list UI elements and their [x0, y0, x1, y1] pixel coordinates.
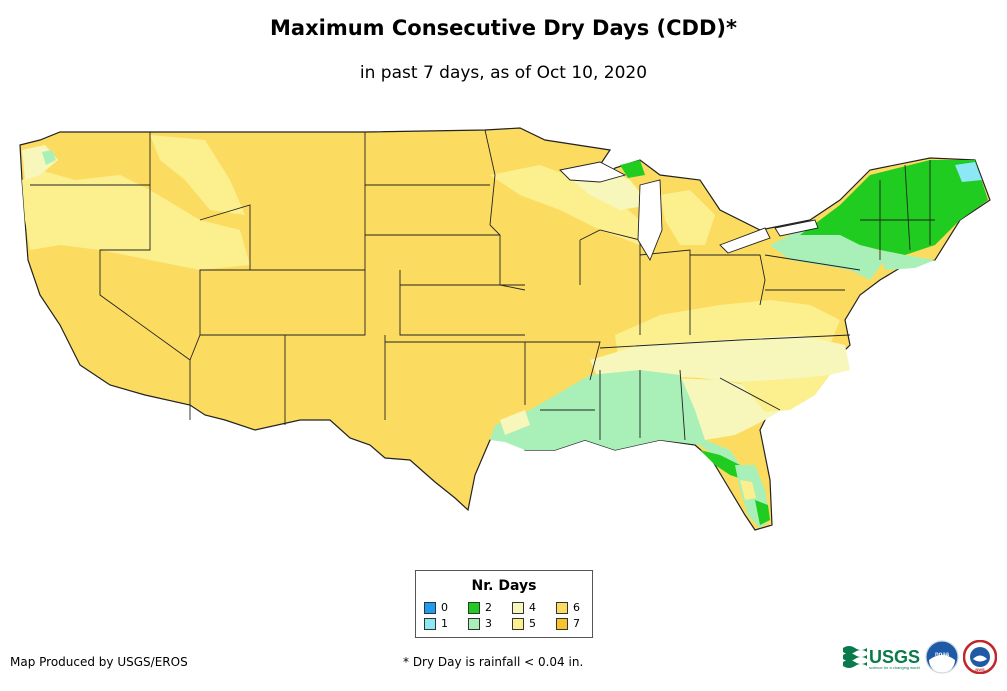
legend-label: 5: [529, 617, 536, 630]
zone-2-florida-west: [700, 450, 745, 480]
zone-2-michigan-up: [620, 160, 645, 178]
nws-logo: NWS: [963, 640, 997, 674]
zone-5-carolinas: [740, 375, 830, 412]
zone-1-maine: [955, 162, 982, 182]
legend-swatch: [424, 601, 436, 614]
lake-superior: [559, 161, 627, 183]
conus-landmass: [19, 127, 991, 531]
legend-swatch: [424, 617, 436, 630]
lake-michigan: [637, 179, 663, 262]
legend: Nr. Days 0 1 2 3 4 5 6 7: [415, 570, 593, 638]
lake-ontario: [774, 219, 819, 237]
dry-day-note: * Dry Day is rainfall < 0.04 in.: [403, 655, 584, 669]
legend-label: 3: [485, 617, 492, 630]
legend-item-7: 7: [556, 617, 580, 630]
legend-label: 0: [441, 601, 448, 614]
usgs-logo: USGS science for a changing world: [843, 646, 920, 670]
legend-item-2: 2: [468, 601, 492, 614]
zone-4-texas-edge: [500, 410, 530, 435]
svg-text:noaa: noaa: [935, 652, 950, 658]
zone-2-florida-south: [755, 500, 770, 525]
zone-3-wa-spots: [42, 150, 56, 165]
svg-text:science for a changing world: science for a changing world: [869, 665, 920, 670]
zone-3-gulf: [490, 370, 740, 465]
map-credit: Map Produced by USGS/EROS: [10, 655, 188, 669]
map-subtitle: in past 7 days, as of Oct 10, 2020: [359, 63, 648, 83]
svg-text:USGS: USGS: [869, 647, 920, 667]
zone-5-upper-midwest: [490, 165, 660, 245]
legend-item-1: 1: [424, 617, 448, 630]
noaa-logo: noaa: [925, 640, 959, 674]
zone-3-new-england-coast: [880, 250, 935, 270]
map-title: Maximum Consecutive Dry Days (CDD)*: [270, 16, 737, 40]
legend-item-0: 0: [424, 601, 448, 614]
zone-5-idaho: [150, 135, 245, 215]
legend-label: 6: [573, 601, 580, 614]
state-borders: [30, 129, 935, 441]
legend-swatch: [468, 617, 480, 630]
legend-label: 2: [485, 601, 492, 614]
legend-swatch: [512, 617, 524, 630]
legend-title: Nr. Days: [471, 578, 537, 594]
legend-label: 4: [529, 601, 536, 614]
us-dry-days-map: [19, 127, 991, 531]
zone-5-florida-spots: [740, 480, 756, 500]
legend-item-4: 4: [512, 601, 536, 614]
zone-5-lower-michigan: [660, 190, 715, 245]
legend-swatch: [468, 601, 480, 614]
lake-erie: [719, 227, 771, 254]
legend-swatch: [556, 601, 568, 614]
legend-item-6: 6: [556, 601, 580, 614]
zone-5-northwest: [22, 170, 250, 270]
legend-label: 1: [441, 617, 448, 630]
zone-2-new-england: [800, 160, 988, 255]
legend-swatch: [556, 617, 568, 630]
legend-item-5: 5: [512, 617, 536, 630]
legend-swatch: [512, 601, 524, 614]
legend-label: 7: [573, 617, 580, 630]
legend-item-3: 3: [468, 617, 492, 630]
svg-text:NWS: NWS: [975, 667, 985, 672]
